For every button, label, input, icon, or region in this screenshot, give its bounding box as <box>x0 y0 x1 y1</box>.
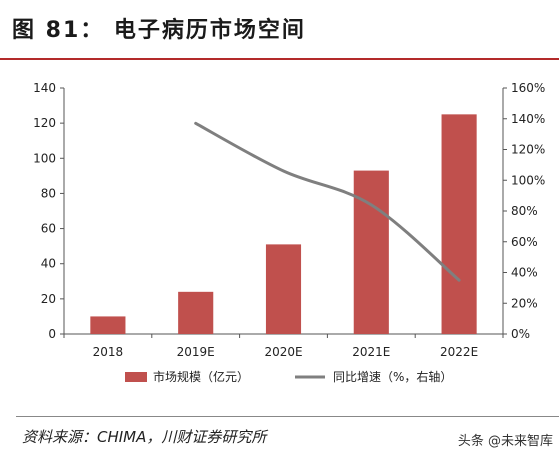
legend-label-line: 同比增速（%，右轴） <box>333 369 452 384</box>
chart-title: 图 81： 电子病历市场空间 <box>12 18 306 43</box>
y-tick-label-right: 100% <box>511 173 545 187</box>
chart: 0 20 40 60 80 100 120 140 0% 20% 40% 60% 80% 100% 120%… <box>33 81 545 384</box>
title-rule <box>0 58 559 60</box>
y-tick-label-right: 140% <box>511 112 545 126</box>
x-tick-label: 2020E <box>264 345 302 359</box>
bar <box>265 244 302 334</box>
y-tick-label-left: 60 <box>41 222 56 236</box>
y-tick-label-right: 40% <box>511 266 538 280</box>
x-tick-label: 2018 <box>93 345 124 359</box>
y-tick-label-right: 20% <box>511 296 538 310</box>
y-tick-label-right: 60% <box>511 235 538 249</box>
watermark-text: 头条 @未来智库 <box>457 434 553 449</box>
y-tick-label-right: 120% <box>511 143 545 157</box>
bar <box>441 114 477 334</box>
bar <box>178 291 214 334</box>
y-tick-label-left: 20 <box>41 292 56 306</box>
bar <box>90 316 126 334</box>
x-tick-label: 2019E <box>177 345 215 359</box>
footer-rule <box>16 416 559 417</box>
bar <box>353 170 389 334</box>
y-tick-label-left: 40 <box>41 257 56 271</box>
legend-label-bar: 市场规模（亿元） <box>153 369 249 384</box>
line-series <box>194 121 461 282</box>
y-tick-label-right: 0% <box>511 327 530 341</box>
y-tick-label-right: 80% <box>511 204 538 218</box>
growth-line <box>194 121 461 282</box>
watermark: 头条 @未来智库 <box>458 430 553 449</box>
y-tick-label-left: 0 <box>48 327 56 341</box>
legend-swatch-bar <box>125 372 147 382</box>
source-note: 资料来源：CHIMA，川财证券研究所 <box>22 428 267 446</box>
bar-series <box>90 114 477 334</box>
y-tick-label-left: 100 <box>33 151 56 165</box>
x-tick-label: 2022E <box>440 345 478 359</box>
y-tick-label-left: 140 <box>33 81 56 95</box>
y-tick-label-right: 160% <box>511 81 545 95</box>
title-bar: 图 81： 电子病历市场空间 <box>0 0 559 58</box>
x-tick-label: 2021E <box>352 345 390 359</box>
y-tick-label-left: 120 <box>33 116 56 130</box>
y-tick-label-left: 80 <box>41 186 56 200</box>
legend: 市场规模（亿元） 同比增速（%，右轴） <box>125 369 452 384</box>
